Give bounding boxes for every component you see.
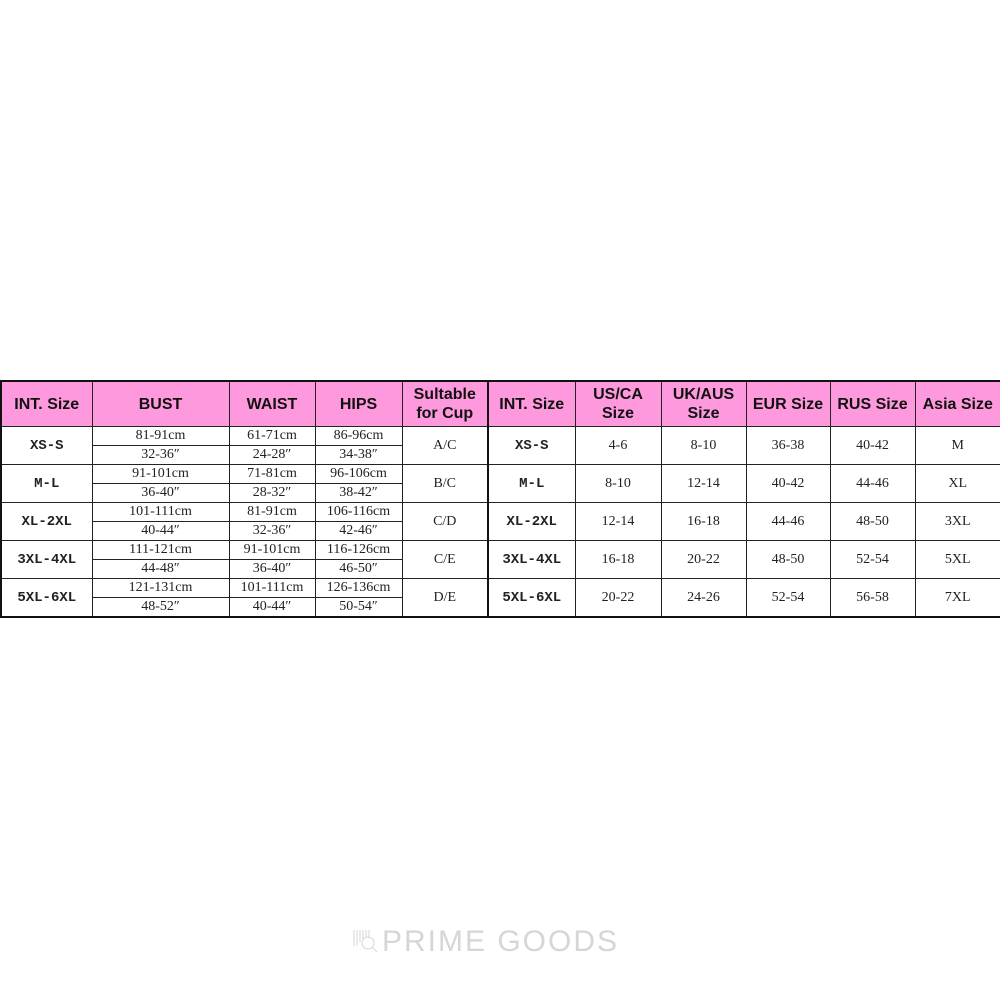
asia-cell: 3XL <box>914 502 1000 541</box>
bust-cm-cell: 81-91cm <box>91 426 230 446</box>
us-ca-cell: 16-18 <box>574 540 662 579</box>
int-size-cell: M-L <box>0 464 93 503</box>
asia-cell: 5XL <box>914 540 1000 579</box>
waist-cm-cell: 61-71cm <box>228 426 316 446</box>
us-ca-cell: 12-14 <box>574 502 662 541</box>
bust-in-cell: 40-44″ <box>91 521 230 541</box>
bust-in-cell: 32-36″ <box>91 445 230 465</box>
rus-cell: 48-50 <box>829 502 916 541</box>
table-body: XS-S 81-91cm 61-71cm 86-96cm A/C XS-S 4-6 8-10 3… <box>0 426 1000 618</box>
waist-in-cell: 32-36″ <box>228 521 316 541</box>
header-uk-aus: UK/AUS Size <box>660 380 747 427</box>
waist-in-cell: 40-44″ <box>228 597 316 618</box>
table-row: XS-S 81-91cm 61-71cm 86-96cm A/C XS-S 4-6 8-10 3… <box>0 426 1000 465</box>
int-size-cell: XL-2XL <box>0 502 93 541</box>
cup-cell: D/E <box>401 578 489 618</box>
hips-cm-cell: 116-126cm <box>314 540 403 560</box>
waist-cm-cell: 91-101cm <box>228 540 316 560</box>
uk-aus-cell: 8-10 <box>660 426 747 465</box>
bust-cm-cell: 101-111cm <box>91 502 230 522</box>
bust-cm-cell: 111-121cm <box>91 540 230 560</box>
header-int-size: INT. Size <box>0 380 93 427</box>
waist-cm-cell: 101-111cm <box>228 578 316 598</box>
eur-cell: 44-46 <box>745 502 831 541</box>
barcode-magnifier-icon <box>353 930 378 953</box>
hips-in-cell: 34-38″ <box>314 445 403 465</box>
rus-cell: 40-42 <box>829 426 916 465</box>
asia-cell: XL <box>914 464 1000 503</box>
size-chart-table: INT. Size BUST WAIST HIPS Sultable for C… <box>0 380 1000 618</box>
hips-cm-cell: 96-106cm <box>314 464 403 484</box>
int-size-cell: XS-S <box>0 426 93 465</box>
waist-in-cell: 28-32″ <box>228 483 316 503</box>
table-row: 5XL-6XL 121-131cm 101-111cm 126-136cm D/E 5XL… <box>0 578 1000 618</box>
eur-cell: 40-42 <box>745 464 831 503</box>
uk-aus-cell: 12-14 <box>660 464 747 503</box>
header-hips: HIPS <box>314 380 403 427</box>
hips-cm-cell: 106-116cm <box>314 502 403 522</box>
table-row-inches: 44-48″ 36-40″ 46-50″ <box>1 559 1000 579</box>
asia-cell: M <box>914 426 1000 465</box>
int-size-cell-2: XL-2XL <box>487 502 576 541</box>
cup-cell: C/D <box>401 502 489 541</box>
rus-cell: 52-54 <box>829 540 916 579</box>
asia-cell: 7XL <box>914 578 1000 618</box>
hips-in-cell: 50-54″ <box>314 597 403 618</box>
waist-in-cell: 24-28″ <box>228 445 316 465</box>
table-row-inches: 48-52″ 40-44″ 50-54″ <box>1 597 1000 618</box>
bust-in-cell: 44-48″ <box>91 559 230 579</box>
hips-cm-cell: 86-96cm <box>314 426 403 446</box>
bust-in-cell: 48-52″ <box>91 597 230 618</box>
us-ca-cell: 20-22 <box>574 578 662 618</box>
int-size-cell: 3XL-4XL <box>0 540 93 579</box>
cup-cell: B/C <box>401 464 489 503</box>
waist-in-cell: 36-40″ <box>228 559 316 579</box>
bust-in-cell: 36-40″ <box>91 483 230 503</box>
header-int-size-2: INT. Size <box>487 380 576 427</box>
uk-aus-cell: 20-22 <box>660 540 747 579</box>
bust-cm-cell: 91-101cm <box>91 464 230 484</box>
table-row: XL-2XL 101-111cm 81-91cm 106-116cm C/D XL-2XL… <box>0 502 1000 541</box>
header-us-ca: US/CA Size <box>574 380 662 427</box>
eur-cell: 52-54 <box>745 578 831 618</box>
int-size-cell-2: 3XL-4XL <box>487 540 576 579</box>
cup-cell: A/C <box>401 426 489 465</box>
header-waist: WAIST <box>228 380 316 427</box>
eur-cell: 48-50 <box>745 540 831 579</box>
uk-aus-cell: 24-26 <box>660 578 747 618</box>
waist-cm-cell: 81-91cm <box>228 502 316 522</box>
bust-cm-cell: 121-131cm <box>91 578 230 598</box>
header-row: INT. Size BUST WAIST HIPS Sultable for C… <box>0 380 1000 427</box>
int-size-cell: 5XL-6XL <box>0 578 93 618</box>
int-size-cell-2: 5XL-6XL <box>487 578 576 618</box>
watermark-text: PRIME GOODS <box>382 925 620 958</box>
header-asia: Asia Size <box>914 380 1000 427</box>
rus-cell: 56-58 <box>829 578 916 618</box>
us-ca-cell: 8-10 <box>574 464 662 503</box>
header-bust: BUST <box>91 380 230 427</box>
hips-in-cell: 42-46″ <box>314 521 403 541</box>
header-eur: EUR Size <box>745 380 831 427</box>
hips-in-cell: 38-42″ <box>314 483 403 503</box>
rus-cell: 44-46 <box>829 464 916 503</box>
us-ca-cell: 4-6 <box>574 426 662 465</box>
table-row: M-L 91-101cm 71-81cm 96-106cm B/C M-L 8-10 12-1… <box>0 464 1000 503</box>
uk-aus-cell: 16-18 <box>660 502 747 541</box>
waist-cm-cell: 71-81cm <box>228 464 316 484</box>
hips-in-cell: 46-50″ <box>314 559 403 579</box>
header-cup: Sultable for Cup <box>401 380 489 427</box>
cup-cell: C/E <box>401 540 489 579</box>
int-size-cell-2: XS-S <box>487 426 576 465</box>
eur-cell: 36-38 <box>745 426 831 465</box>
hips-cm-cell: 126-136cm <box>314 578 403 598</box>
table-row-inches: 36-40″ 28-32″ 38-42″ <box>1 483 1000 503</box>
table-row: 3XL-4XL 111-121cm 91-101cm 116-126cm C/E 3XL-… <box>0 540 1000 579</box>
int-size-cell-2: M-L <box>487 464 576 503</box>
header-rus: RUS Size <box>829 380 916 427</box>
